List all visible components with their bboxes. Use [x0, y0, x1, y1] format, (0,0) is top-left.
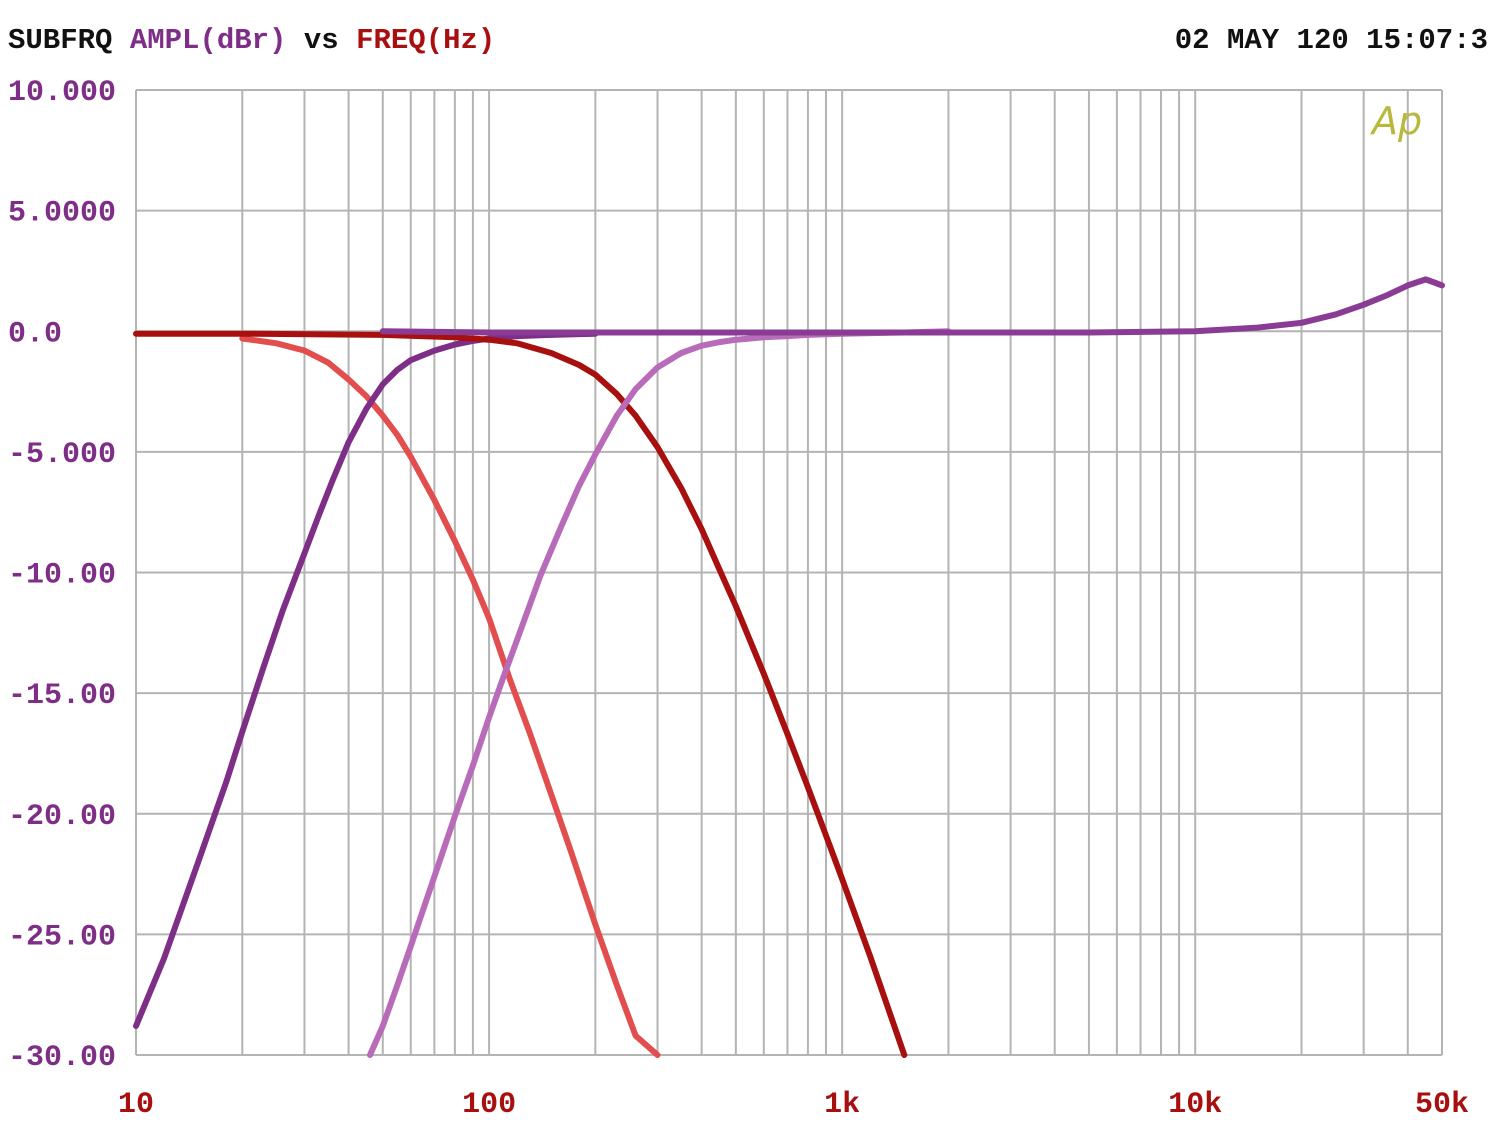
- y-tick-label: -10.00: [8, 559, 116, 593]
- series-line-5: [379, 276, 1445, 336]
- y-tick-label: -15.00: [8, 679, 116, 713]
- series-line-1: [239, 335, 661, 1058]
- y-tick-label: 10.000: [8, 76, 116, 110]
- x-tick-label: 50k: [1415, 1088, 1469, 1122]
- header-vs-label: vs: [304, 24, 339, 57]
- x-tick-label: 100: [462, 1088, 516, 1122]
- ap-logo: Ap: [1369, 99, 1422, 143]
- x-tick-label: 1k: [824, 1088, 860, 1122]
- grid-lines: [135, 89, 1443, 1056]
- y-tick-label: 0.0: [8, 317, 62, 351]
- header-y-quantity: AMPL(dBr): [130, 24, 287, 57]
- y-tick-label: -20.00: [8, 800, 116, 834]
- header-timestamp: 02 MAY 120 15:07:3: [1175, 24, 1488, 57]
- header-x-quantity: FREQ(Hz): [356, 24, 495, 57]
- x-axis-tick-labels: 10 100 1k 10k 50k: [118, 1088, 1469, 1122]
- chart-header: SUBFRQ AMPL(dBr) vs FREQ(Hz) 02 MAY 120 …: [8, 24, 1488, 57]
- header-measurement-label: SUBFRQ: [8, 24, 112, 57]
- y-tick-label: -25.00: [8, 920, 116, 954]
- x-tick-label: 10k: [1168, 1088, 1222, 1122]
- x-tick-label: 10: [118, 1088, 154, 1122]
- series-layer: [133, 276, 1445, 1058]
- y-tick-label: 5.0000: [8, 197, 116, 231]
- series-line-3: [133, 330, 908, 1058]
- y-tick-label: -5.000: [8, 438, 116, 472]
- y-tick-label: -30.00: [8, 1041, 116, 1075]
- y-axis-tick-labels: 10.000 5.0000 0.0 -5.000 -10.00 -15.00 -20.00 -…: [8, 76, 116, 1075]
- header-line: SUBFRQ AMPL(dBr) vs FREQ(Hz): [8, 24, 495, 57]
- series-line-4: [367, 328, 952, 1058]
